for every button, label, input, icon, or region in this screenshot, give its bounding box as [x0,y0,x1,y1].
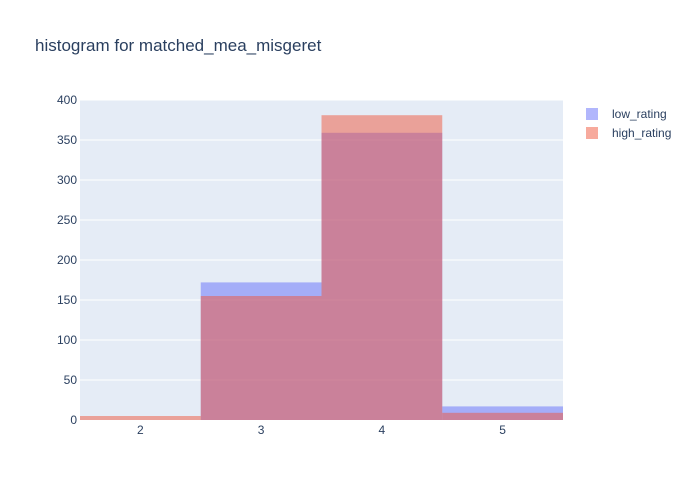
y-tick-label: 400 [57,93,77,107]
legend-swatch [586,127,598,139]
x-tick-label: 3 [258,423,265,437]
x-tick-label: 2 [137,423,144,437]
y-tick-label: 300 [57,173,77,187]
legend-label: high_rating [612,126,671,140]
chart-title: histogram for matched_mea_misgeret [35,36,322,55]
y-axis-ticks: 0 50 100 150 200 250 300 350 400 [57,93,77,427]
y-tick-label: 250 [57,213,77,227]
legend-label: low_rating [612,107,667,121]
legend-item[interactable]: low_rating [586,107,667,121]
y-tick-label: 200 [57,253,77,267]
x-axis-ticks: 2 3 4 5 [137,423,506,437]
y-tick-label: 100 [57,333,77,347]
bar-high_rating-5 [442,412,563,420]
x-tick-label: 4 [379,423,386,437]
y-tick-label: 0 [70,413,77,427]
bar-high_rating-3 [200,296,322,420]
bars [80,115,563,421]
y-tick-label: 150 [57,293,77,307]
x-tick-label: 5 [499,423,506,437]
legend-item[interactable]: high_rating [586,126,671,140]
bar-high_rating-4 [321,115,443,420]
y-tick-label: 350 [57,133,77,147]
y-tick-label: 50 [64,373,78,387]
bar-high_rating-2 [80,416,201,420]
legend-swatch [586,108,598,120]
legend[interactable]: low_rating high_rating [586,107,671,140]
